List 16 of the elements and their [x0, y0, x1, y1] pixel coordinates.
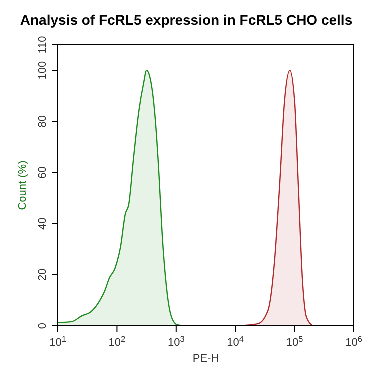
- x-tick-label: 10$^{5}$: [286, 334, 304, 349]
- x-tick-label: 10$^{6}$: [346, 334, 363, 349]
- y-axis-title: Count (%): [16, 160, 29, 210]
- y-tick-label: 100: [37, 61, 49, 80]
- y-tick-label: 80: [37, 116, 49, 128]
- x-tick-label: 10$^{3}$: [168, 334, 186, 349]
- y-tick-label: 110: [37, 36, 49, 54]
- y-tick-label: 0: [37, 322, 49, 330]
- x-tick-label: 10$^{1}$: [50, 334, 67, 349]
- x-axis-title: PE-H: [192, 353, 220, 365]
- y-tick-label: 60: [37, 166, 49, 179]
- chart-title: Analysis of FcRL5 expression in FcRL5 CHO cells: [19, 12, 354, 28]
- y-tick-label: 20: [37, 268, 49, 282]
- x-tick-label: 10$^{2}$: [108, 334, 126, 349]
- x-tick-label: 10$^{4}$: [227, 334, 244, 349]
- y-tick-label: 40: [37, 218, 49, 230]
